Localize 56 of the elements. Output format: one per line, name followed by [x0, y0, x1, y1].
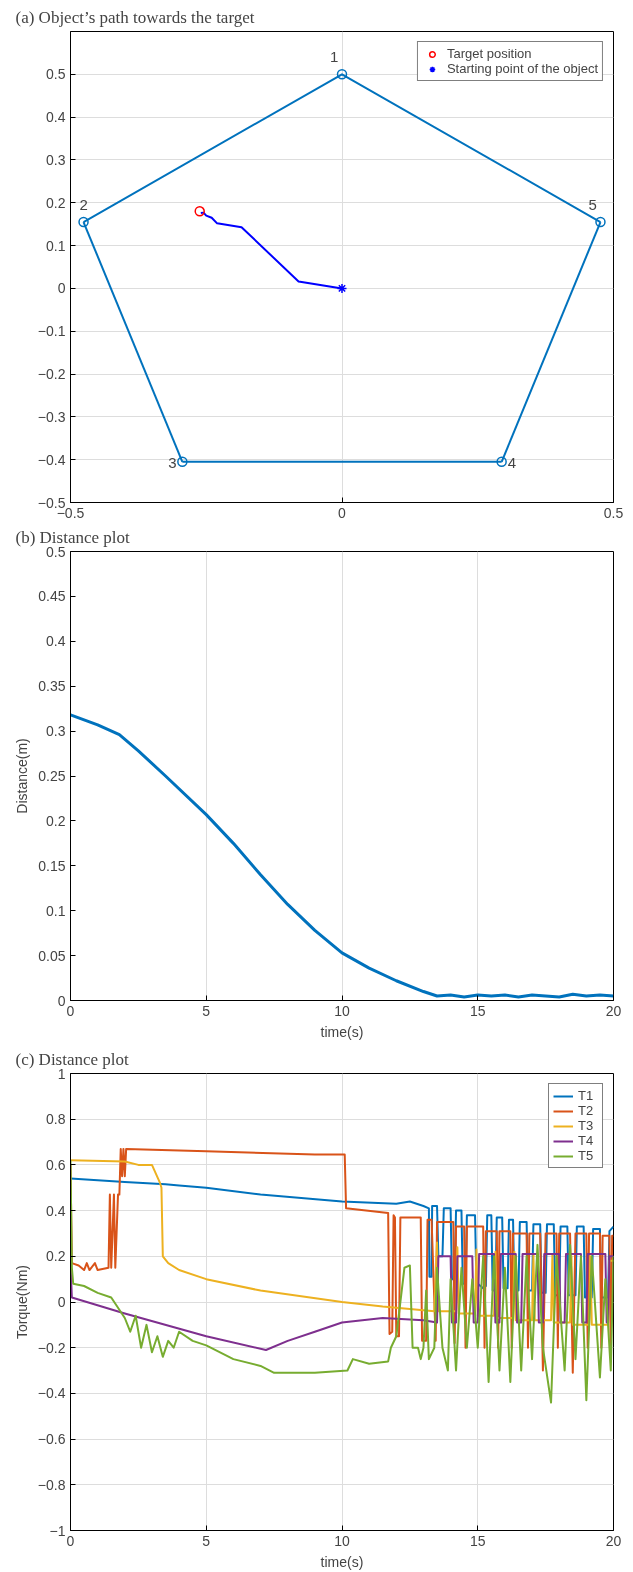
y-tick-label: −1 [49, 1522, 66, 1539]
x-tick-label: 10 [334, 1532, 350, 1549]
x-tick-label: 5 [202, 1532, 211, 1549]
annotation: 4 [507, 453, 516, 471]
y-tick-label: 0.3 [46, 151, 66, 168]
y-tick-label: 0.8 [46, 1111, 66, 1128]
y-tick-label: 0.1 [46, 237, 66, 254]
y-tick-label: 0.2 [46, 194, 66, 211]
x-tick-label: 20 [605, 1532, 622, 1549]
y-tick-label: −0.4 [37, 1385, 66, 1402]
y-tick-label: 0.35 [38, 678, 66, 695]
y-tick-label: 0.45 [38, 588, 66, 605]
annotation: 1 [330, 48, 339, 66]
y-tick-label: 0.2 [46, 1248, 66, 1265]
annotation: 2 [79, 196, 88, 214]
y-axis-title: Torque(Nm) [13, 1265, 30, 1339]
legend-label: Starting point of the object [446, 61, 598, 76]
legend-label: T4 [578, 1133, 595, 1148]
y-tick-label: 0.4 [46, 633, 66, 650]
x-tick-label: 0.5 [603, 504, 624, 521]
legend-label: T2 [578, 1103, 595, 1118]
y-tick-label: −0.8 [37, 1476, 66, 1493]
y-axis-title: Distance(m) [14, 738, 31, 814]
y-tick-label: 0.1 [46, 902, 66, 919]
x-tick-label: 15 [469, 1002, 486, 1019]
x-tick-label: 20 [605, 1002, 622, 1019]
y-tick-label: 0.3 [46, 723, 66, 740]
annotation: 3 [168, 453, 177, 471]
x-axis-title: time(s) [320, 1553, 364, 1570]
x-tick-label: 10 [334, 1002, 350, 1019]
legend-label: Target position [446, 46, 532, 61]
y-tick-label: −0.1 [37, 323, 66, 340]
y-tick-label: 0.4 [46, 109, 66, 126]
y-tick-label: 0.4 [46, 1202, 66, 1219]
y-tick-label: 0.5 [46, 66, 66, 83]
y-tick-label: 0 [57, 280, 66, 297]
y-tick-label: −0.3 [37, 408, 66, 425]
legend-label: T1 [578, 1088, 595, 1103]
annotation: 5 [588, 196, 597, 214]
legend-label: T3 [578, 1118, 595, 1133]
y-tick-label: 0.25 [38, 768, 66, 784]
y-tick-label: −0.4 [37, 451, 66, 468]
y-tick-label: 0.15 [38, 857, 66, 874]
y-tick-label: 0.05 [38, 947, 66, 964]
y-tick-label: −0.2 [37, 366, 66, 383]
x-tick-label: 0 [338, 504, 347, 521]
y-tick-label: −0.6 [37, 1431, 66, 1448]
x-axis-title: time(s) [320, 1023, 364, 1040]
y-tick-label: −0.2 [37, 1339, 66, 1356]
x-tick-label: 5 [202, 1002, 211, 1019]
legend-label: T5 [578, 1148, 595, 1163]
y-tick-label: 0 [57, 1294, 66, 1310]
y-tick-label: 0.6 [46, 1156, 66, 1173]
x-tick-label: 15 [469, 1532, 486, 1549]
y-tick-label: 0.2 [46, 812, 66, 829]
chart-title: (a) Object’s path towards the target [15, 7, 255, 27]
